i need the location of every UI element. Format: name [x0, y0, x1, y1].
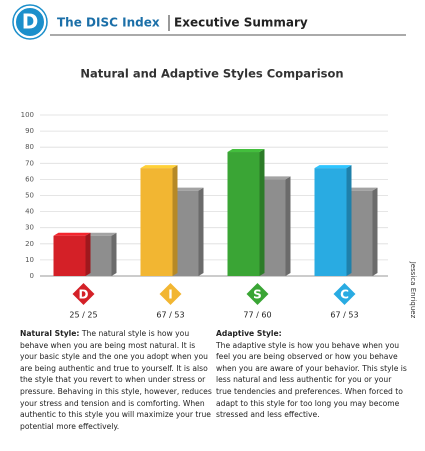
bar-side [111, 232, 117, 276]
bar-side [85, 232, 91, 276]
natural-column: Natural Style: The natural style is how … [20, 328, 212, 432]
bar-top [85, 232, 117, 236]
value-label: 25 / 25 [69, 311, 97, 320]
y-tick-label: 40 [25, 208, 34, 216]
adaptive-column: Adaptive Style: The adaptive style is how… [216, 328, 408, 421]
chart-title: Natural and Adaptive Styles Comparison [80, 67, 343, 81]
side-label: Jessica Enriquez [409, 261, 417, 319]
bar-side [198, 187, 204, 276]
category-diamond [70, 280, 97, 308]
bar-side [259, 149, 265, 276]
bar [140, 168, 173, 276]
x-tick-label: D [79, 288, 89, 302]
bar [53, 235, 86, 276]
category-diamond [331, 280, 358, 308]
logo-circle [14, 6, 46, 38]
column-body: The adaptive style is how you behave whe… [216, 340, 407, 420]
logo-letter: D [22, 10, 39, 34]
header-subtitle: Executive Summary [174, 16, 308, 30]
category-diamond [244, 280, 271, 308]
value-label: 67 / 53 [156, 311, 184, 320]
chart: D The DISC Index Executive Summary Natur… [12, 4, 417, 320]
bar-side [372, 187, 378, 276]
value-label: 67 / 53 [330, 311, 358, 320]
y-tick-label: 100 [21, 111, 34, 119]
bar-top [140, 165, 178, 169]
bar-top [259, 176, 291, 180]
y-tick-label: 70 [25, 159, 34, 167]
bar-top [53, 232, 91, 236]
y-tick-label: 30 [25, 224, 34, 232]
column-heading: Adaptive Style: [216, 329, 282, 338]
y-tick-label: 50 [25, 192, 34, 200]
value-label: 77 / 60 [243, 311, 271, 320]
bar-top [172, 187, 204, 191]
bar [314, 168, 347, 276]
column-heading: Natural Style: [20, 329, 80, 338]
y-tick-label: 80 [25, 143, 34, 151]
bar [227, 152, 260, 276]
logo-ring [12, 4, 48, 40]
x-tick-label: I [168, 288, 172, 302]
bar-top [314, 165, 352, 169]
header-title: The DISC Index [57, 16, 160, 30]
x-tick-label: S [253, 288, 262, 302]
y-tick-label: 90 [25, 127, 34, 135]
bar-top [346, 187, 378, 191]
y-tick-label: 0 [30, 272, 34, 280]
x-tick-label: C [340, 288, 349, 302]
category-diamond [157, 280, 184, 308]
column-body: The natural style is how you behave when… [20, 329, 212, 431]
bar-side [172, 165, 178, 276]
y-tick-label: 60 [25, 175, 34, 183]
y-tick-label: 20 [25, 240, 34, 248]
y-tick-label: 10 [25, 256, 34, 264]
bar-top [227, 149, 265, 153]
bar-side [346, 165, 352, 276]
bar-side [285, 176, 291, 276]
